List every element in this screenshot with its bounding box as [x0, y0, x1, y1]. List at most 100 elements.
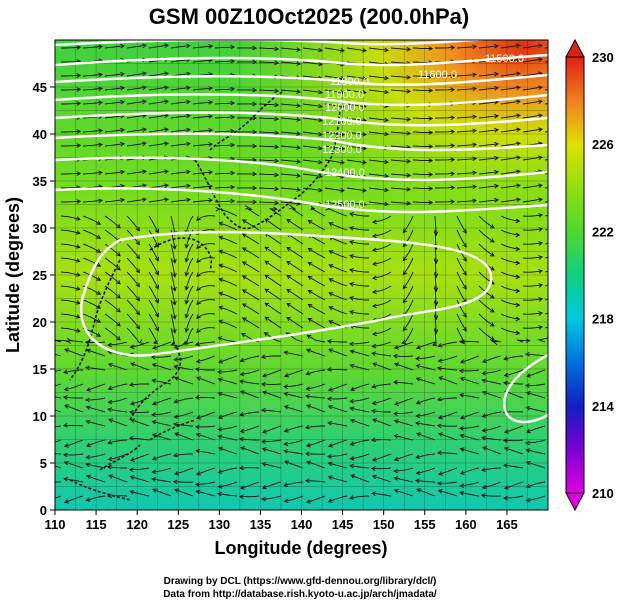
streamline-arrow [362, 90, 367, 95]
streamline [192, 45, 213, 49]
streamline [107, 408, 128, 413]
streamline-arrow [406, 159, 412, 164]
streamline-arrow [494, 43, 500, 49]
streamline-arrow [538, 227, 544, 232]
streamline [60, 243, 80, 248]
streamline [522, 242, 543, 245]
streamline-arrow [128, 382, 134, 387]
streamline [108, 453, 128, 460]
streamline-arrow [559, 210, 563, 214]
streamline [286, 275, 304, 287]
streamline [460, 425, 480, 429]
streamline-arrow [172, 479, 178, 485]
streamline-arrow [116, 293, 121, 299]
streamline [195, 425, 216, 428]
x-tick-label: 125 [167, 517, 189, 532]
streamline-arrow [538, 99, 543, 104]
streamline-arrow [154, 270, 159, 276]
streamline-arrow [261, 462, 267, 467]
streamline [522, 156, 543, 161]
streamline-arrow [173, 357, 179, 362]
streamline [218, 378, 238, 385]
streamline-arrow [340, 76, 345, 81]
streamline [500, 313, 520, 320]
streamline [302, 145, 323, 150]
streamline-arrow [384, 159, 390, 165]
x-tick-label: 135 [250, 517, 272, 532]
streamline [196, 355, 216, 363]
streamline-arrow [260, 439, 266, 444]
streamline-arrow [538, 183, 543, 188]
streamline [82, 243, 101, 253]
streamline [262, 391, 282, 399]
streamline-arrow [503, 356, 509, 361]
streamline [196, 327, 216, 333]
streamline [500, 114, 521, 119]
streamline [460, 467, 480, 475]
streamline-arrow [305, 370, 311, 376]
streamline [60, 299, 80, 304]
streamline [329, 208, 348, 217]
streamline-arrow [481, 428, 487, 433]
streamline [308, 248, 326, 259]
streamline-arrow [262, 390, 267, 395]
streamline [328, 405, 348, 413]
streamline-arrow [76, 101, 82, 106]
streamline-arrow [116, 321, 121, 327]
streamline-arrow [437, 471, 443, 476]
streamline-arrow [428, 144, 434, 149]
streamline [86, 495, 106, 502]
streamline-arrow [489, 252, 495, 257]
streamline-arrow [340, 104, 345, 109]
streamline-arrow [75, 286, 81, 291]
streamline [185, 299, 194, 318]
streamline-arrow [76, 45, 82, 50]
streamline [460, 411, 480, 419]
streamline-arrow [503, 463, 508, 468]
plot-area: 11500.0 11600.0 11800.0 11900.0 12000.0 … [55, 40, 563, 510]
streamline [280, 47, 301, 51]
streamline [82, 229, 101, 239]
streamline [104, 285, 121, 299]
streamline [371, 383, 392, 388]
streamline [328, 462, 348, 469]
streamline-arrow [394, 362, 399, 367]
streamline [416, 411, 436, 417]
streamline-arrow [217, 446, 223, 452]
streamline [258, 187, 279, 190]
colorbar-tick-label: 230 [592, 50, 614, 65]
streamline-arrow [98, 128, 104, 134]
streamline-arrow [462, 270, 467, 276]
streamline-arrow [402, 256, 408, 262]
streamline-arrow [402, 242, 408, 248]
x-tick-label: 165 [496, 517, 518, 532]
streamline-arrow [172, 452, 178, 458]
streamline [346, 159, 367, 164]
streamline [192, 101, 213, 105]
streamline-arrow [239, 379, 244, 384]
streamline [86, 439, 106, 447]
streamline [438, 355, 458, 362]
streamline-arrow [218, 319, 224, 324]
streamline [416, 341, 436, 349]
streamline [185, 257, 194, 276]
streamline [240, 369, 260, 375]
streamline-arrow [108, 418, 114, 423]
streamline-arrow [428, 130, 434, 135]
streamline-arrow [196, 328, 201, 333]
streamline-arrow [108, 474, 113, 479]
streamline-arrow [184, 313, 190, 319]
streamline-arrow [328, 320, 334, 325]
streamline-arrow [349, 399, 354, 404]
streamline-arrow [371, 351, 376, 356]
streamline [522, 284, 543, 287]
streamline-arrow [515, 316, 521, 322]
streamline [148, 100, 169, 105]
streamline-arrow [393, 434, 399, 439]
streamline-arrow [515, 218, 521, 224]
streamline-arrow [318, 159, 323, 165]
streamline [522, 58, 543, 63]
streamline-arrow [458, 339, 464, 344]
streamline-arrow [538, 213, 544, 218]
streamline-arrow [195, 448, 200, 454]
